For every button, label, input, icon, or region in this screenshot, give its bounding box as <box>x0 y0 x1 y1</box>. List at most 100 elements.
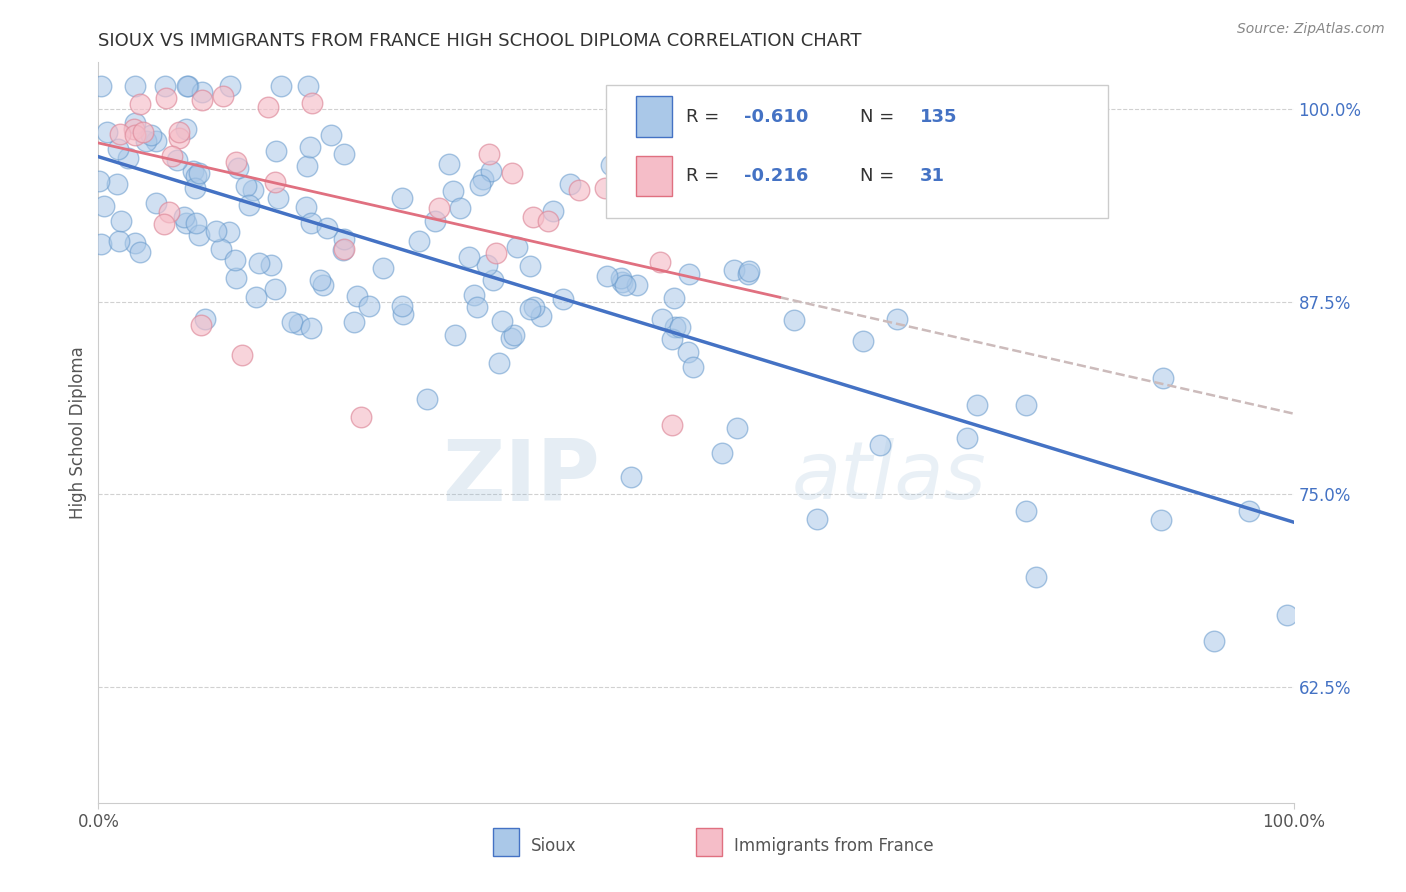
Point <box>359 299 381 313</box>
Point <box>319 128 342 142</box>
Point <box>783 312 806 326</box>
Text: -0.216: -0.216 <box>744 167 808 185</box>
Point <box>167 125 190 139</box>
Point <box>257 100 280 114</box>
Point <box>299 140 322 154</box>
Point <box>444 327 467 342</box>
Point <box>852 334 875 348</box>
Point <box>267 191 290 205</box>
Point <box>139 128 162 142</box>
Point <box>595 181 617 195</box>
Point <box>502 328 524 343</box>
Point <box>231 349 253 363</box>
Point <box>301 96 323 111</box>
Point <box>176 78 198 93</box>
Point <box>371 260 394 275</box>
Point <box>145 134 167 148</box>
Text: Immigrants from France: Immigrants from France <box>734 837 934 855</box>
Point <box>191 93 214 107</box>
Point <box>560 177 582 191</box>
Point <box>299 321 322 335</box>
Point <box>205 224 228 238</box>
Point <box>519 259 541 273</box>
Point <box>391 191 413 205</box>
Point <box>678 267 700 281</box>
Text: Sioux: Sioux <box>531 837 576 855</box>
Point <box>107 142 129 156</box>
Point <box>723 263 745 277</box>
Point <box>117 151 139 165</box>
Point <box>626 277 648 292</box>
Point <box>416 392 439 407</box>
Point <box>157 205 180 219</box>
Text: 31: 31 <box>920 167 945 185</box>
Point <box>669 319 692 334</box>
Point <box>263 175 285 189</box>
Point <box>484 245 506 260</box>
Point <box>309 273 332 287</box>
Point <box>471 172 494 186</box>
Point <box>506 240 529 254</box>
Point <box>297 78 319 93</box>
Point <box>491 314 513 328</box>
Point <box>225 154 247 169</box>
Point <box>391 307 413 321</box>
Point <box>676 344 699 359</box>
Text: ZIP: ZIP <box>443 435 600 518</box>
Point <box>463 288 485 302</box>
Point <box>465 300 488 314</box>
Point <box>315 221 337 235</box>
Point <box>266 144 288 158</box>
Point <box>596 269 619 284</box>
Point <box>128 97 150 112</box>
Point <box>226 161 249 176</box>
Point <box>174 216 197 230</box>
Point <box>135 135 157 149</box>
Point <box>191 85 214 99</box>
Point <box>270 78 292 93</box>
Point <box>439 157 461 171</box>
Point <box>333 243 356 257</box>
Point <box>530 309 553 323</box>
Text: atlas: atlas <box>792 438 987 516</box>
Point <box>188 228 211 243</box>
Point <box>682 360 704 375</box>
Point <box>391 299 413 313</box>
Point <box>651 312 673 326</box>
Point <box>124 235 146 250</box>
Point <box>247 256 270 270</box>
Point <box>1204 634 1226 648</box>
Point <box>614 278 637 293</box>
Point <box>423 214 446 228</box>
Point <box>212 88 235 103</box>
Point <box>107 177 129 191</box>
Point <box>568 183 591 197</box>
Point <box>90 237 112 252</box>
Bar <box>494 828 519 856</box>
Point <box>610 275 633 289</box>
Point <box>194 311 217 326</box>
Point <box>350 410 373 425</box>
Point <box>710 446 733 460</box>
Point <box>661 332 683 346</box>
Point <box>160 149 183 163</box>
Point <box>519 302 541 317</box>
Point <box>218 78 240 93</box>
Point <box>1015 398 1038 412</box>
Y-axis label: High School Diploma: High School Diploma <box>69 346 87 519</box>
Point <box>523 301 546 315</box>
Point <box>235 179 257 194</box>
Point <box>245 289 267 303</box>
Text: 135: 135 <box>920 108 957 126</box>
Point <box>224 252 246 267</box>
Point <box>87 174 110 188</box>
Point <box>479 164 502 178</box>
Point <box>956 431 979 445</box>
Point <box>188 166 211 180</box>
Point <box>177 78 200 93</box>
Point <box>610 270 633 285</box>
Point <box>183 181 205 195</box>
Point <box>551 292 574 306</box>
Point <box>145 195 167 210</box>
Text: Source: ZipAtlas.com: Source: ZipAtlas.com <box>1237 22 1385 37</box>
